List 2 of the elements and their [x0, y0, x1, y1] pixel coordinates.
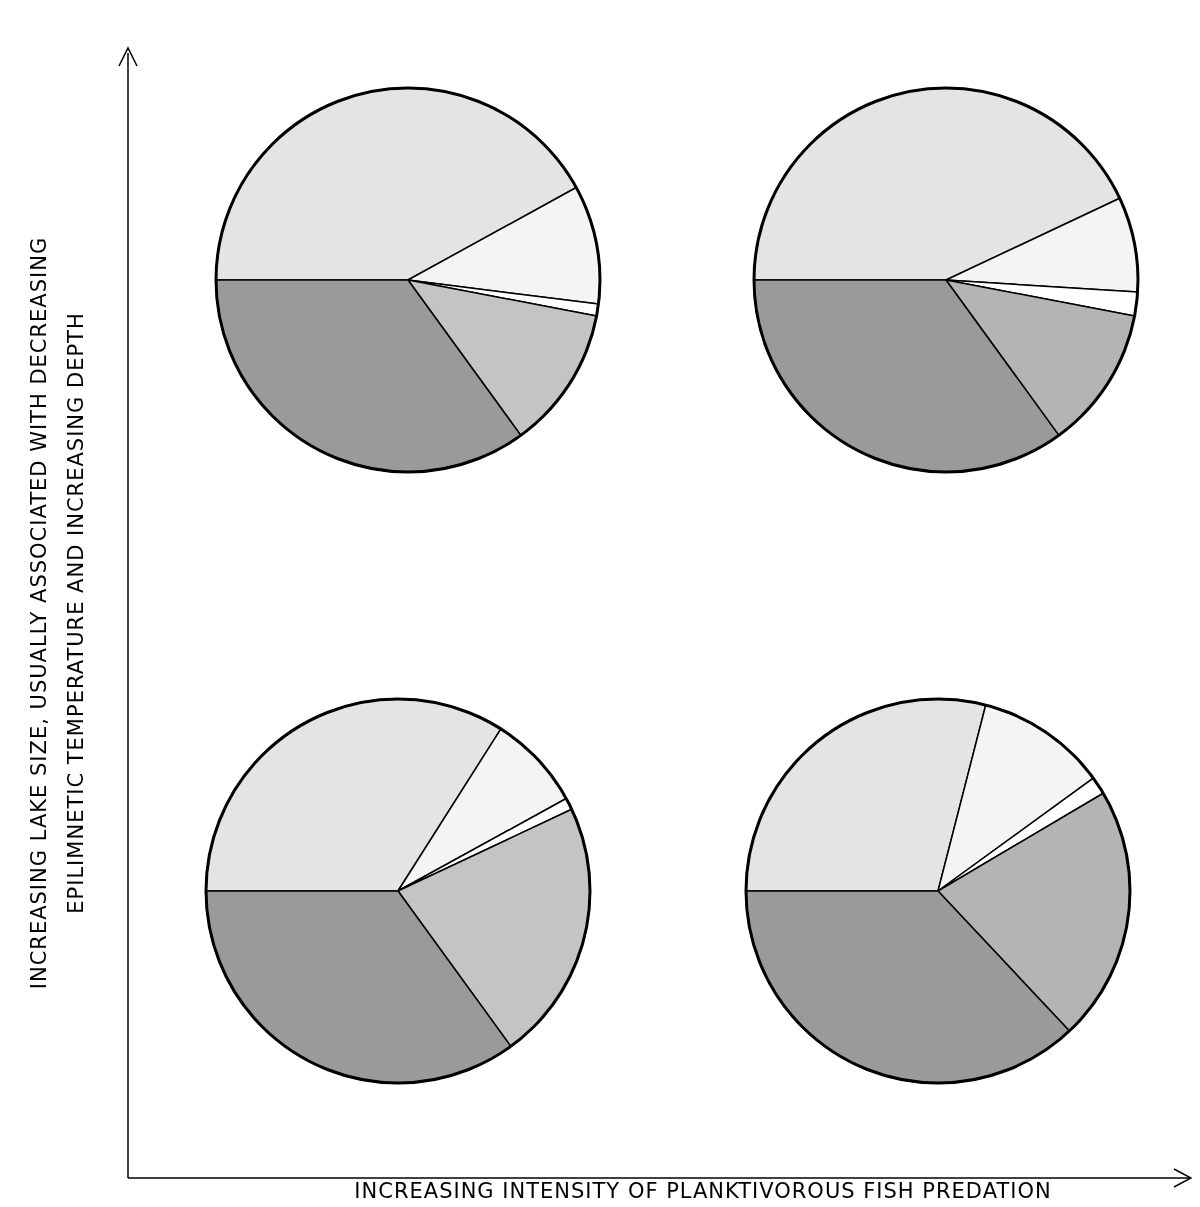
text: INCREASING LAKE SIZE, USUALLY ASSOCIATED WITH DECREASING EPILIMNETIC TEMPERATURE AND INCREASING DEPTH	[27, 236, 88, 990]
text: INCREASING INTENSITY OF PLANKTIVOROUS FISH PREDATION	[354, 1179, 1052, 1203]
